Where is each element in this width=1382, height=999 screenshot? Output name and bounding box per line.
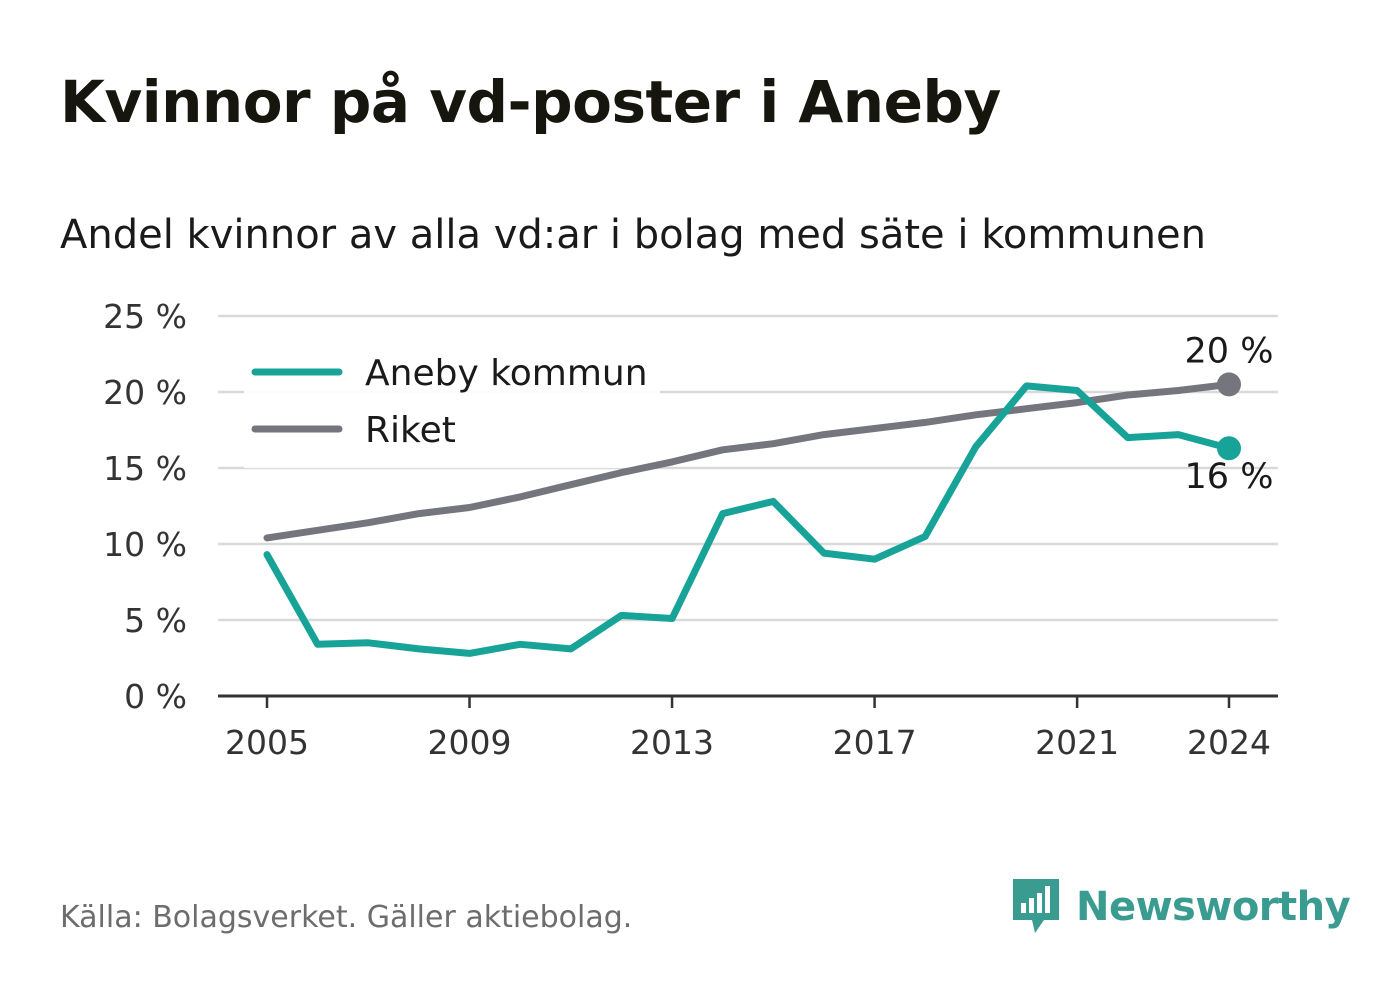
end-point-1 (1217, 372, 1241, 397)
brand-logo: Newsworthy (1010, 876, 1351, 938)
legend-background (244, 340, 660, 468)
x-tick-label: 2005 (225, 723, 309, 762)
y-tick-label: 5 % (124, 601, 187, 640)
legend-label-1: Riket (365, 410, 456, 451)
brand-name: Newsworthy (1076, 884, 1351, 930)
series-line-1 (263, 380, 1233, 542)
end-label-0: 16 % (1185, 457, 1274, 497)
y-tick-label: 20 % (103, 373, 187, 412)
x-tick-label: 2017 (833, 723, 917, 762)
source-note: Källa: Bolagsverket. Gäller aktiebolag. (60, 900, 633, 935)
y-tick-label: 15 % (103, 449, 187, 488)
x-tick-label: 2021 (1035, 723, 1119, 762)
series-line-0 (263, 382, 1233, 657)
chart-subtitle: Andel kvinnor av alla vd:ar i bolag med … (60, 212, 1206, 258)
y-tick-label: 10 % (103, 525, 187, 564)
x-tick-label: 2009 (428, 723, 512, 762)
end-label-1: 20 % (1185, 331, 1274, 371)
legend-label-0: Aneby kommun (365, 353, 648, 394)
y-tick-label: 25 % (103, 297, 187, 336)
y-tick-label: 0 % (124, 677, 187, 716)
newsworthy-logo-icon (1013, 879, 1059, 933)
x-tick-label: 2013 (630, 723, 714, 762)
chart-title: Kvinnor på vd-poster i Aneby (60, 68, 1001, 136)
end-point-0 (1217, 436, 1241, 461)
x-tick-label: 2024 (1187, 723, 1271, 762)
